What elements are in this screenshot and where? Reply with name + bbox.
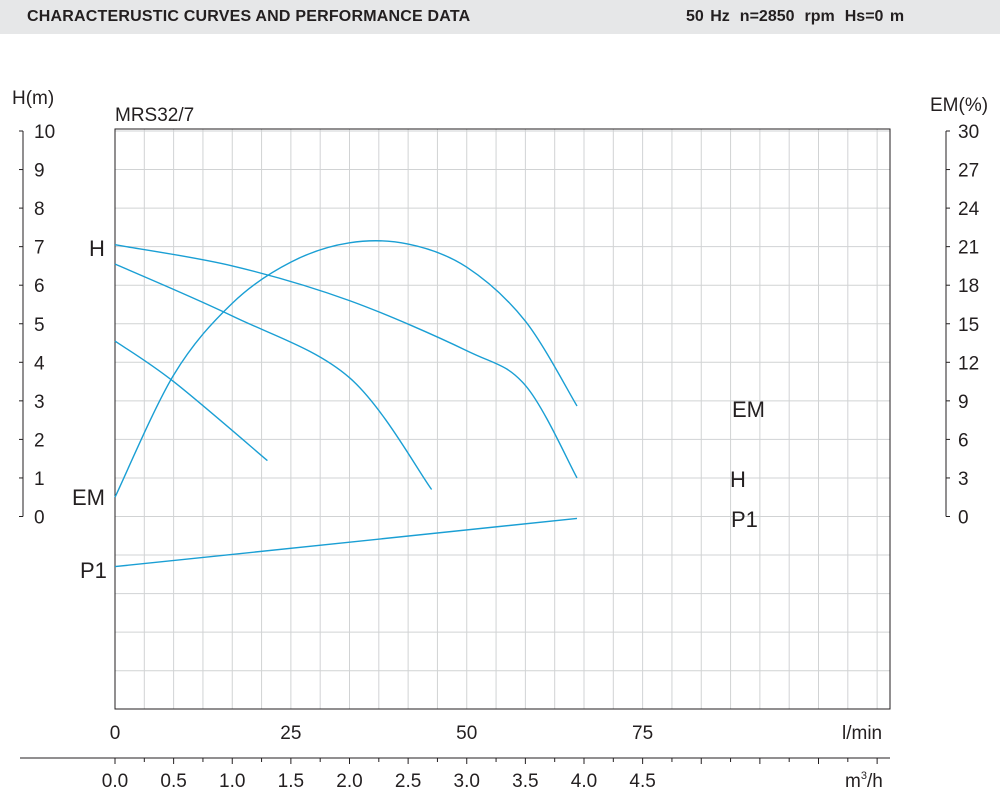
right-axis-tick-label: 30 — [958, 122, 979, 143]
h-curve-small — [114, 340, 268, 462]
x-secondary-tick-label: 3.5 — [512, 771, 538, 789]
em-curve — [114, 240, 578, 498]
label-h-right: H — [730, 467, 746, 492]
chart-labels: H EM P1 EM H P1 — [72, 236, 765, 583]
x-secondary-tick-label: 3.0 — [454, 771, 480, 789]
label-p1-right: P1 — [731, 507, 758, 532]
p1-curve — [114, 517, 578, 568]
chart-axes: 012345678910H(m)036912151821242730EM(%)M… — [12, 88, 988, 789]
model-label: MRS32/7 — [115, 105, 194, 126]
suction-head: Hs=0 m — [844, 8, 905, 25]
right-axis-tick-label: 21 — [958, 238, 979, 259]
left-axis-tick-label: 7 — [34, 238, 45, 259]
right-axis-tick-label: 27 — [958, 161, 979, 182]
left-axis-tick-label: 9 — [34, 161, 45, 182]
label-em-right: EM — [732, 397, 765, 422]
plot-frame — [114, 128, 891, 710]
right-axis-tick-label: 18 — [958, 276, 979, 297]
x-primary-unit: l/min — [842, 723, 882, 744]
speed-unit: rpm — [804, 8, 835, 25]
h-curve-full — [114, 244, 578, 479]
chart-curves — [114, 240, 578, 568]
label-em-left: EM — [72, 485, 105, 510]
right-axis-tick-label: 12 — [958, 353, 979, 374]
speed: n=2850 — [739, 8, 795, 25]
label-p1-left: P1 — [80, 558, 107, 583]
x-primary-tick-label: 25 — [280, 723, 301, 744]
x-primary-tick-label: 50 — [456, 723, 477, 744]
x-secondary-tick-label: 4.0 — [571, 771, 597, 789]
right-axis-tick-label: 0 — [958, 508, 969, 529]
left-axis-tick-label: 6 — [34, 276, 45, 297]
x-secondary-tick-label: 1.5 — [278, 771, 304, 789]
x-secondary-tick-label: 4.5 — [629, 771, 655, 789]
h-curve-medium — [114, 263, 433, 490]
x-secondary-tick-label: 0.5 — [160, 771, 186, 789]
left-axis-tick-label: 5 — [34, 315, 45, 336]
right-axis-tick-label: 3 — [958, 469, 969, 490]
header-bar: CHARACTERUSTIC CURVES AND PERFORMANCE DA… — [0, 0, 1000, 34]
label-h-left: H — [89, 236, 105, 261]
frequency: 50 Hz — [686, 8, 730, 25]
chart-grid — [115, 129, 890, 709]
left-axis-tick-label: 3 — [34, 392, 45, 413]
page-title: CHARACTERUSTIC CURVES AND PERFORMANCE DA… — [27, 8, 471, 25]
right-axis-tick-label: 9 — [958, 392, 969, 413]
left-axis-tick-label: 2 — [34, 430, 45, 451]
x-primary-tick-label: 75 — [632, 723, 653, 744]
operating-conditions: 50 Hz n=2850 rpm Hs=0 m — [686, 8, 914, 26]
right-axis-title: EM(%) — [930, 95, 988, 116]
left-axis-tick-label: 1 — [34, 469, 45, 490]
x-secondary-tick-label: 0.0 — [102, 771, 128, 789]
right-axis-tick-label: 15 — [958, 315, 979, 336]
x-secondary-tick-label: 1.0 — [219, 771, 245, 789]
left-axis-tick-label: 10 — [34, 122, 55, 143]
left-axis-tick-label: 4 — [34, 353, 45, 374]
x-secondary-unit: m3/h — [845, 770, 883, 789]
left-axis-tick-label: 8 — [34, 199, 45, 220]
left-axis-title: H(m) — [12, 88, 54, 109]
right-axis-tick-label: 6 — [958, 430, 969, 451]
left-axis-tick-label: 0 — [34, 508, 45, 529]
right-axis-tick-label: 24 — [958, 199, 980, 220]
x-secondary-tick-label: 2.5 — [395, 771, 421, 789]
x-primary-tick-label: 0 — [110, 723, 121, 744]
x-secondary-tick-label: 2.0 — [336, 771, 362, 789]
